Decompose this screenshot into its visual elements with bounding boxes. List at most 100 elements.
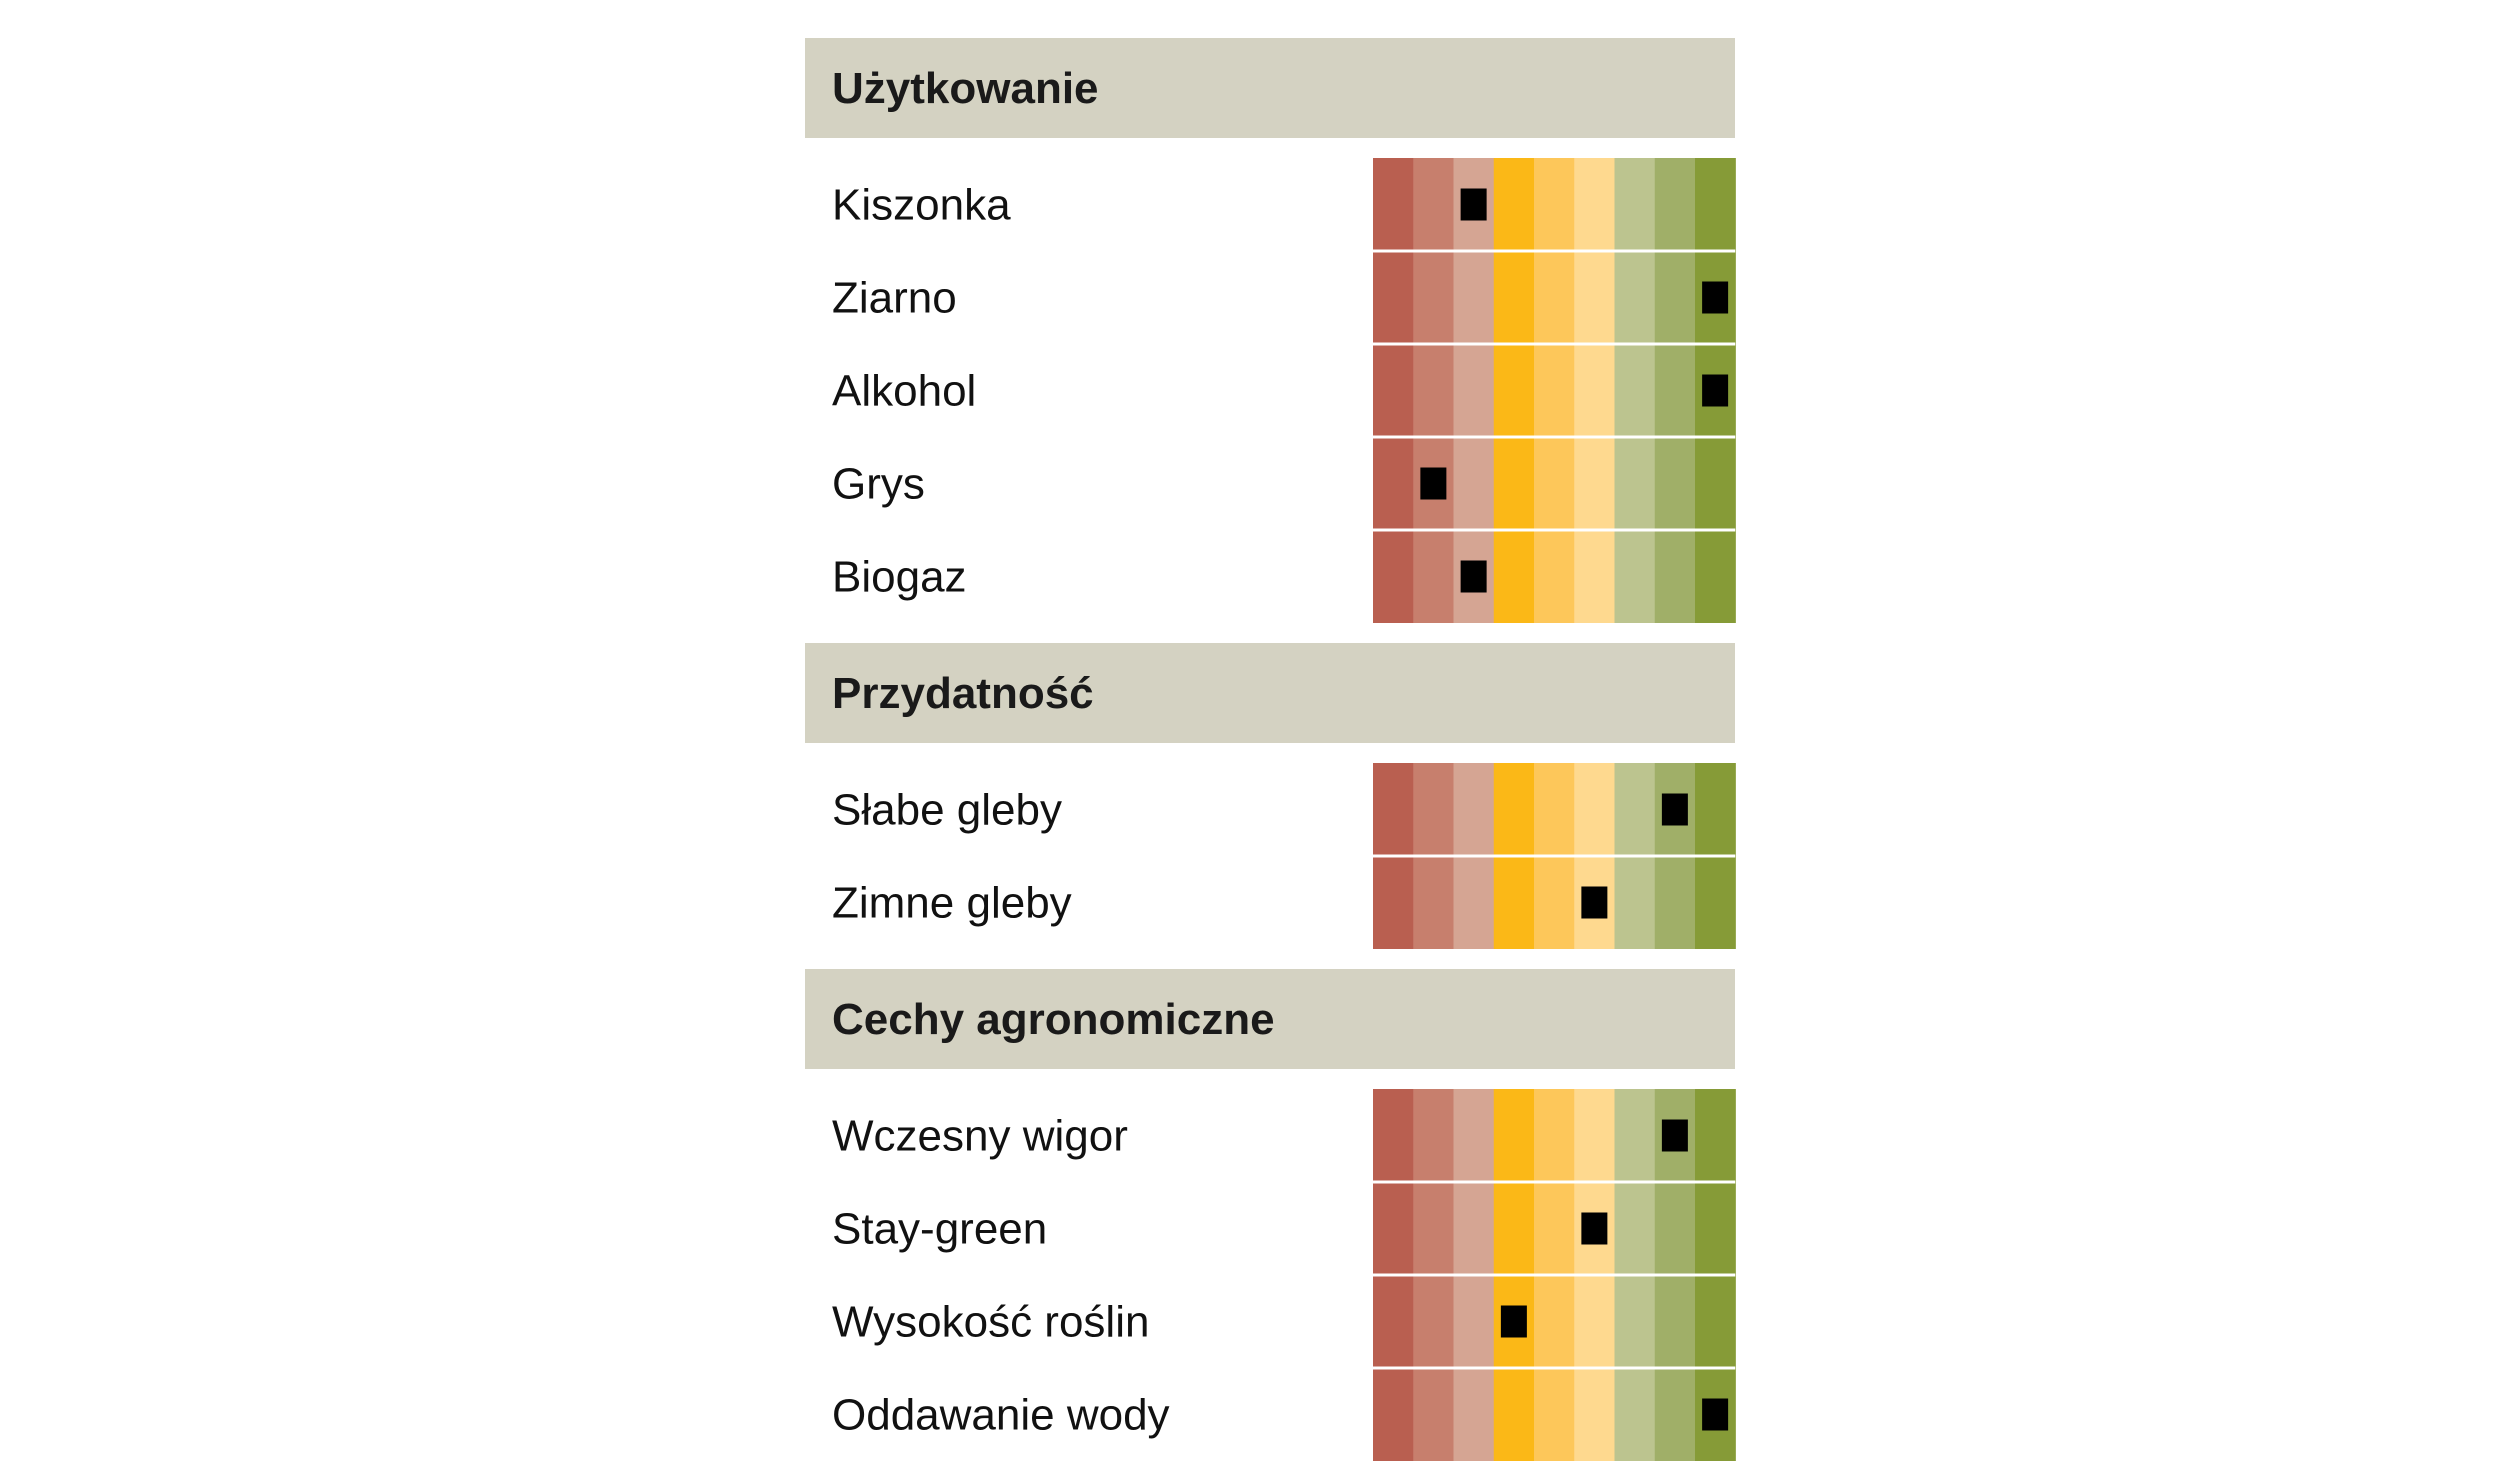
scale-cell (1373, 437, 1414, 530)
scale-cell (1493, 251, 1535, 344)
scale-cell (1534, 1368, 1575, 1461)
scale-cell (1574, 437, 1616, 530)
scale-cell (1493, 437, 1535, 530)
section-header-background (805, 643, 1735, 743)
scale-cell (1654, 158, 1696, 251)
scale-cell (1373, 158, 1414, 251)
row-label: Ziarno (832, 274, 957, 323)
scale-cell (1373, 1182, 1414, 1275)
scale-cell (1695, 158, 1736, 251)
scale-cell (1534, 1275, 1575, 1368)
row-label: Biogaz (832, 553, 967, 602)
scale-cell (1453, 1368, 1495, 1461)
row-label: Wysokość roślin (832, 1298, 1149, 1347)
scale-cell (1534, 251, 1575, 344)
rating-marker (1661, 1119, 1688, 1152)
scale-cell (1614, 1275, 1656, 1368)
scale-cell (1574, 251, 1616, 344)
scale-cell (1493, 856, 1535, 949)
scale-cell (1614, 1182, 1656, 1275)
row-label: Zimne gleby (832, 879, 1072, 928)
row-label: Stay-green (832, 1205, 1047, 1254)
scale-cell (1493, 530, 1535, 623)
scale-cell (1695, 437, 1736, 530)
scale-cell (1614, 856, 1656, 949)
scale-cell (1453, 251, 1495, 344)
scale-cell (1413, 856, 1455, 949)
scale-cell (1534, 763, 1575, 856)
scale-cell (1413, 344, 1455, 437)
scale-cell (1373, 251, 1414, 344)
rating-marker (1581, 886, 1608, 919)
scale-cell (1534, 158, 1575, 251)
scale-cell (1574, 1089, 1616, 1182)
scale-cell (1574, 158, 1616, 251)
scale-cell (1574, 530, 1616, 623)
scale-cell (1413, 251, 1455, 344)
scale-cell (1654, 1275, 1696, 1368)
scale-cell (1453, 763, 1495, 856)
row-separator (1373, 342, 1736, 346)
scale-cell (1614, 251, 1656, 344)
scale-cell (1373, 1368, 1414, 1461)
rating-marker (1460, 188, 1487, 221)
scale-cell (1373, 856, 1414, 949)
row-separator (1373, 1366, 1736, 1370)
scale-cell (1373, 530, 1414, 623)
scale-cell (1413, 1368, 1455, 1461)
scale-cell (1413, 1182, 1455, 1275)
row-separator (1373, 435, 1736, 439)
scale-cell (1413, 763, 1455, 856)
row-label: Wczesny wigor (832, 1112, 1128, 1161)
scale-cell (1654, 530, 1696, 623)
scale-cell (1574, 344, 1616, 437)
scale-cell (1654, 856, 1696, 949)
scale-cell (1695, 530, 1736, 623)
scale-cell (1453, 344, 1495, 437)
scale-cell (1574, 1275, 1616, 1368)
row-label: Kiszonka (832, 181, 1011, 230)
section-header-background (805, 38, 1735, 138)
scale-cell (1534, 1182, 1575, 1275)
scale-cell (1695, 1089, 1736, 1182)
scale-cell (1574, 1368, 1616, 1461)
scale-cell (1493, 1089, 1535, 1182)
section-title: Cechy agronomiczne (832, 995, 1275, 1044)
rating-marker (1702, 281, 1729, 314)
scale-cell (1654, 437, 1696, 530)
scale-cell (1534, 437, 1575, 530)
rating-marker (1702, 374, 1729, 407)
scale-cell (1534, 1089, 1575, 1182)
section-header-background (805, 969, 1735, 1069)
scale-cell (1695, 1275, 1736, 1368)
rating-marker (1500, 1305, 1527, 1338)
rating-marker (1460, 560, 1487, 593)
scale-cell (1413, 158, 1455, 251)
scale-cell (1413, 530, 1455, 623)
scale-cell (1574, 763, 1616, 856)
scale-cell (1373, 344, 1414, 437)
scale-cell (1493, 158, 1535, 251)
row-separator (1373, 854, 1736, 858)
scale-cell (1373, 1089, 1414, 1182)
scale-cell (1614, 763, 1656, 856)
rating-marker (1420, 467, 1447, 500)
scale-cell (1654, 344, 1696, 437)
scale-cell (1614, 1089, 1656, 1182)
scale-cell (1614, 344, 1656, 437)
scale-cell (1654, 1182, 1696, 1275)
scale-cell (1614, 530, 1656, 623)
scale-cell (1453, 1089, 1495, 1182)
row-label: Oddawanie wody (832, 1391, 1170, 1440)
row-label: Grys (832, 460, 925, 509)
scale-cell (1614, 1368, 1656, 1461)
scale-cell (1493, 763, 1535, 856)
scale-cell (1453, 1182, 1495, 1275)
row-label: Słabe gleby (832, 786, 1062, 835)
scale-cell (1373, 1275, 1414, 1368)
rating-marker (1661, 793, 1688, 826)
scale-cell (1453, 1275, 1495, 1368)
section-title: Przydatność (832, 669, 1094, 718)
scale-cell (1534, 856, 1575, 949)
